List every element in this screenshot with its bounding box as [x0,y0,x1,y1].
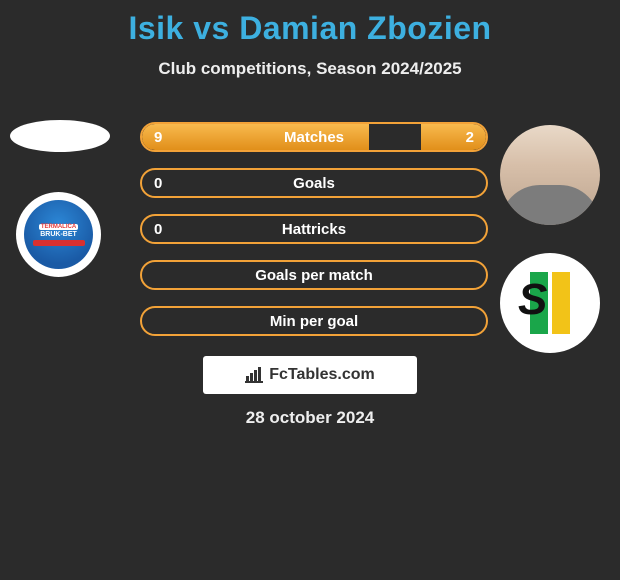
left-column: TERMALICA BRUK-BET [10,120,110,277]
chart-icon [245,367,263,383]
stat-bar: 9Matches2 [140,122,488,152]
club-left-badge: TERMALICA BRUK-BET [16,192,101,277]
bar-label: Min per goal [142,313,486,330]
date-text: 28 october 2024 [0,408,620,428]
stat-bar: 0Hattricks [140,214,488,244]
club-right-badge: S [500,253,600,353]
club-left-band [33,240,85,246]
subtitle: Club competitions, Season 2024/2025 [0,59,620,79]
bar-label: Matches [142,129,486,146]
bar-label: Hattricks [142,221,486,238]
club-left-top-text: TERMALICA [39,224,78,230]
watermark: FcTables.com [203,356,417,394]
player-left-avatar [10,120,110,152]
bar-value-right: 2 [466,129,474,146]
bar-label: Goals per match [142,267,486,284]
club-left-mid-text: BRUK-BET [40,231,77,238]
stat-bar: Min per goal [140,306,488,336]
stat-bar: 0Goals [140,168,488,198]
bar-label: Goals [142,175,486,192]
right-column: S [500,125,600,353]
stat-bar: Goals per match [140,260,488,290]
page-title: Isik vs Damian Zbozien [0,0,620,47]
player-right-avatar [500,125,600,225]
club-right-letter: S [518,275,547,325]
comparison-bars: 9Matches2 0Goals 0Hattricks Goals per match… [140,122,488,352]
watermark-text: FcTables.com [269,366,375,384]
